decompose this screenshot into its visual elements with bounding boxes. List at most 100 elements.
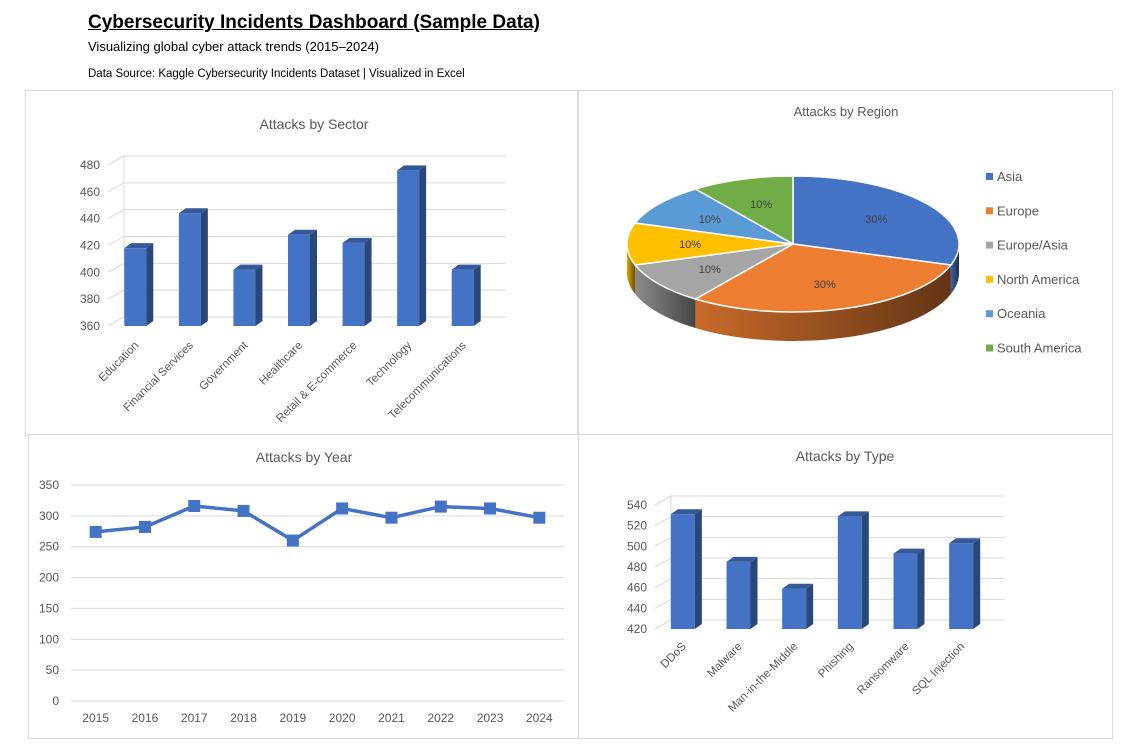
bar-side [750, 556, 758, 629]
data-point [336, 502, 349, 515]
bar-side [861, 511, 869, 629]
y-tick-label: 200 [39, 571, 59, 585]
x-tick-label: Malware [705, 641, 744, 680]
bar [451, 264, 481, 326]
gridline [107, 289, 506, 300]
bar-side [694, 509, 702, 629]
pie-side [635, 265, 696, 329]
bar [837, 511, 869, 629]
x-tick-label: 2016 [132, 711, 159, 725]
data-source-note: Data Source: Kaggle Cybersecurity Incide… [88, 68, 465, 80]
bar-top [949, 538, 981, 544]
x-tick-label: Ransomware [855, 641, 911, 697]
gridline [107, 182, 506, 193]
bar-front [837, 516, 862, 629]
pie-slice [633, 243, 794, 300]
page-subtitle: Visualizing global cyber attack trends (… [88, 39, 379, 54]
bar-front [451, 269, 474, 326]
region-chart-panel: Attacks by Region 30% 30% 10% 10% 10% 10% Asia E… [578, 90, 1113, 436]
chart-title: Attacks by Sector [260, 116, 369, 132]
data-point [237, 504, 250, 517]
bar-side [200, 208, 208, 326]
data-label: 10% [699, 214, 721, 226]
bar-top [893, 548, 925, 554]
x-tick-label: 2018 [230, 711, 257, 725]
bar-top [726, 556, 758, 562]
bar-top [782, 583, 814, 589]
bar-side [146, 243, 154, 326]
data-point [434, 500, 447, 513]
y-tick-label: 250 [39, 540, 59, 554]
data-label: 30% [865, 214, 887, 226]
y-tick-label: 150 [39, 601, 59, 615]
data-label: 30% [814, 279, 836, 291]
bar [178, 208, 208, 326]
bar [124, 243, 154, 326]
x-tick-label: 2024 [526, 711, 553, 725]
bar-front [397, 170, 420, 326]
y-tick-label: 400 [80, 265, 100, 279]
pie-slice [792, 175, 960, 266]
x-tick-label: 2015 [82, 711, 109, 725]
bar-side [255, 264, 263, 326]
pie-slice [693, 243, 953, 313]
gridline [107, 155, 506, 166]
bar-side [364, 237, 372, 326]
data-point [286, 534, 299, 547]
bar-front [949, 543, 974, 629]
bar-top [178, 208, 208, 214]
x-tick-label: 2021 [378, 711, 405, 725]
data-point [89, 525, 102, 538]
legend-label: North America [997, 272, 1080, 287]
bar-side [917, 548, 925, 629]
sector-chart: Attacks by Sector 360 380 400 420 440 460 480 Ed… [80, 116, 506, 425]
legend-swatch [986, 207, 993, 215]
x-tick-label: SQL Injection [910, 641, 967, 698]
legend-label: Europe [997, 203, 1039, 218]
y-tick-label: 540 [627, 498, 647, 512]
year-chart-panel: Attacks by Year 0 50 100 150 200 250 300 350 2015… [28, 434, 580, 739]
x-tick-label: 2022 [427, 711, 454, 725]
bar-side [973, 538, 981, 629]
pie-slice [626, 222, 794, 266]
y-tick-label: 500 [627, 539, 647, 553]
bar [782, 583, 814, 629]
bar [288, 229, 317, 326]
bar-front [342, 242, 365, 326]
legend-swatch [986, 173, 993, 180]
y-tick-label: 420 [80, 239, 100, 253]
x-tick-label: DDoS [659, 640, 689, 670]
data-label: 10% [699, 264, 721, 276]
y-tick-label: 0 [52, 694, 59, 708]
pie-side [695, 265, 951, 341]
y-tick-label: 380 [80, 292, 100, 306]
y-tick-label: 480 [627, 560, 647, 574]
bar-top [124, 243, 154, 249]
x-tick-label: 2017 [181, 711, 208, 725]
bar-top [342, 237, 372, 243]
bar [949, 538, 981, 629]
x-tick-label: Government [197, 339, 251, 393]
bar-front [288, 234, 310, 326]
y-tick-label: 100 [39, 632, 59, 646]
bar-top [397, 165, 427, 171]
gridline [107, 209, 506, 220]
x-tick-label: Phishing [816, 641, 856, 681]
legend-label: Asia [997, 169, 1023, 184]
x-tick-label: Healthcare [257, 340, 305, 388]
region-chart: Attacks by Region 30% 30% 10% 10% 10% 10% Asia E… [626, 104, 1082, 356]
data-label: 10% [679, 239, 701, 251]
x-tick-label: Education [97, 340, 142, 385]
bar-front [178, 213, 201, 326]
x-tick-label: 2023 [477, 711, 504, 725]
series-line [95, 504, 540, 543]
y-tick-label: 350 [39, 478, 59, 492]
bar-front [670, 514, 695, 629]
bar [726, 556, 758, 629]
legend-swatch [986, 344, 993, 352]
bar-side [419, 165, 427, 326]
y-tick-label: 360 [80, 319, 100, 333]
gridline [107, 316, 506, 327]
bar [342, 237, 372, 326]
type-chart: Attacks by Type 420 440 460 480 500 520 540 DDoS… [627, 448, 1005, 715]
